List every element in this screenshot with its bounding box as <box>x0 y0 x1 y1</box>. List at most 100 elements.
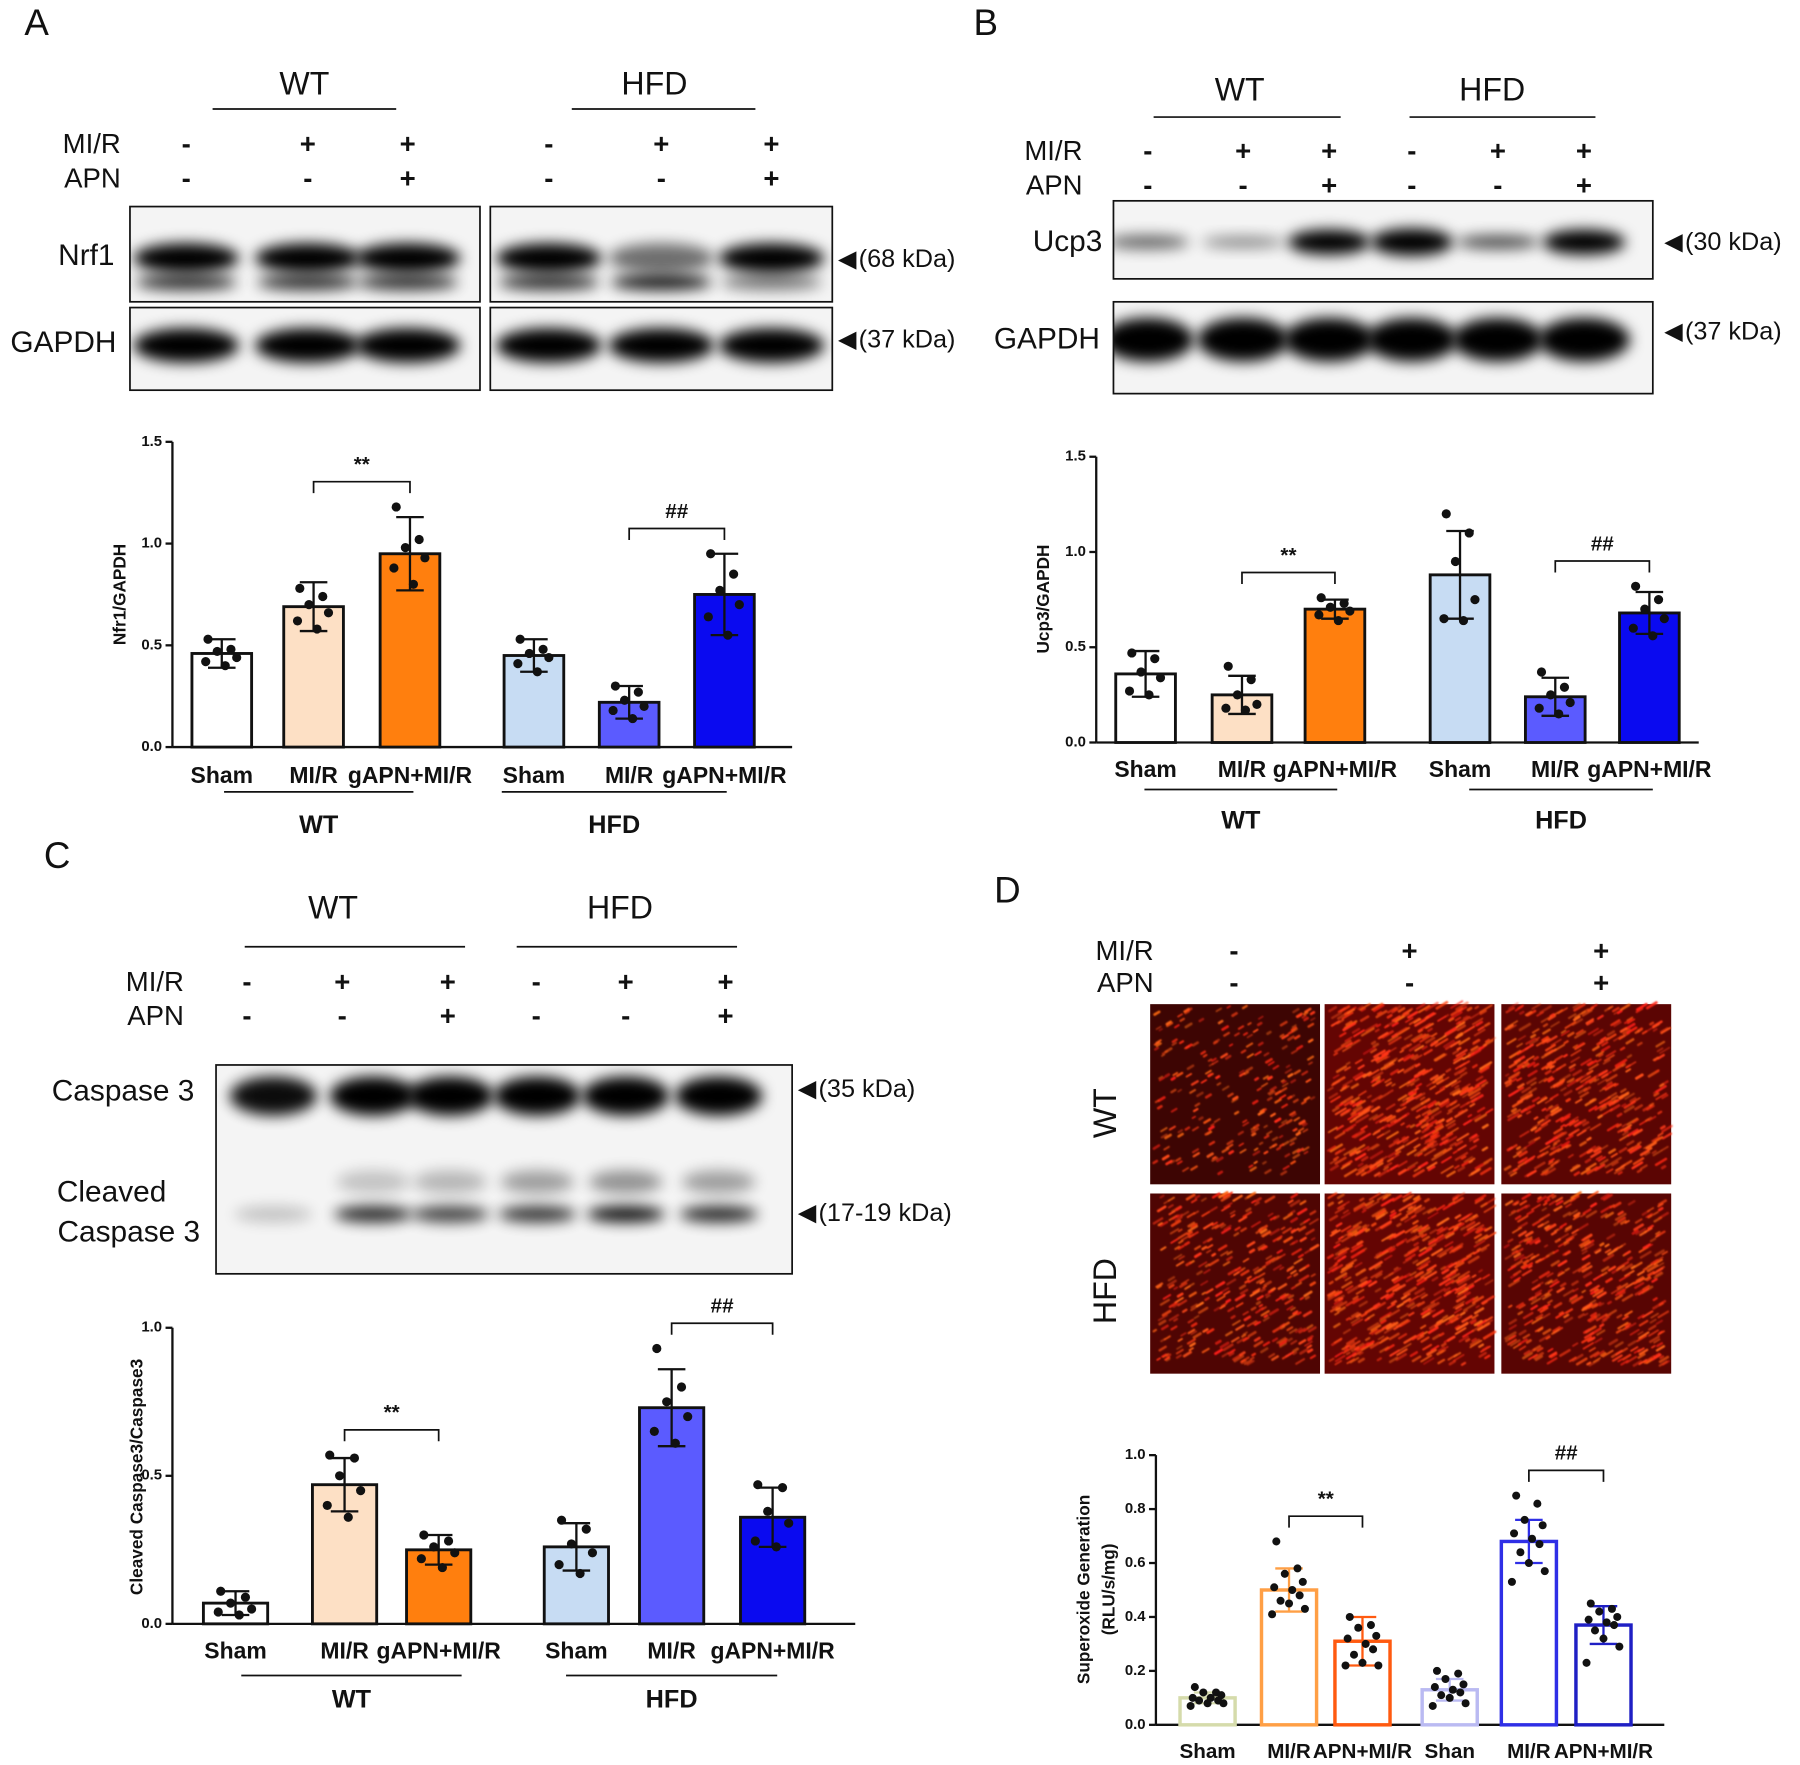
cell <box>1436 1248 1450 1258</box>
cell <box>1448 1245 1454 1250</box>
cell <box>1455 1303 1465 1310</box>
cell <box>1345 1020 1353 1026</box>
cell <box>1287 1294 1295 1300</box>
blot-band <box>1283 317 1376 362</box>
cell <box>1568 1063 1576 1069</box>
data-point <box>1648 631 1658 641</box>
data-point <box>322 1500 332 1511</box>
cell <box>1222 1191 1233 1199</box>
cell <box>1268 1308 1280 1316</box>
cell <box>1504 1254 1513 1260</box>
cell <box>1440 1165 1454 1174</box>
cell <box>1407 1137 1419 1145</box>
cell <box>1447 1103 1461 1112</box>
cell <box>1242 1336 1250 1342</box>
cell <box>1571 1228 1579 1235</box>
cell <box>1518 1230 1527 1237</box>
data-point <box>400 543 410 553</box>
cell <box>1379 1220 1392 1229</box>
cell <box>1537 1196 1542 1200</box>
treatment-sign: + <box>300 128 316 159</box>
cell <box>1287 1337 1293 1342</box>
cell <box>1293 1272 1299 1277</box>
cell <box>1478 1269 1483 1273</box>
cell <box>1177 1299 1188 1307</box>
significance-label: ## <box>1591 532 1614 555</box>
cell <box>1617 1171 1623 1176</box>
row-label: WT <box>1087 1088 1123 1138</box>
cell <box>1437 1346 1446 1353</box>
cell <box>1585 1210 1598 1219</box>
cell <box>1659 1046 1671 1055</box>
cell <box>1544 1198 1551 1203</box>
cell <box>1298 1266 1306 1272</box>
cell <box>1561 1140 1571 1148</box>
cell <box>1608 1148 1617 1155</box>
cell <box>1581 1289 1586 1294</box>
cell <box>1237 1130 1244 1136</box>
cell <box>1265 1255 1273 1260</box>
cell <box>1473 1277 1482 1283</box>
cell <box>1613 1035 1623 1042</box>
cell <box>1581 1250 1588 1255</box>
cell <box>1330 1095 1341 1103</box>
cell <box>1306 1335 1314 1341</box>
data-point <box>1582 1658 1591 1667</box>
cell <box>1519 1200 1528 1206</box>
cell <box>1518 1159 1525 1164</box>
cell <box>1335 1065 1347 1074</box>
cell <box>1243 1315 1252 1322</box>
cell <box>1517 1035 1527 1041</box>
cell <box>1396 1136 1410 1145</box>
data-point <box>729 569 739 579</box>
cell <box>1407 1091 1414 1096</box>
cell <box>1335 1124 1344 1131</box>
cell <box>1242 1121 1250 1127</box>
cell <box>1587 1190 1599 1199</box>
cell <box>1544 1292 1550 1297</box>
cell <box>1405 1253 1416 1261</box>
cell <box>1297 1127 1305 1132</box>
cell <box>1467 1087 1481 1097</box>
cell <box>1585 1281 1593 1287</box>
cell <box>1462 1054 1471 1061</box>
cell <box>1552 1326 1561 1333</box>
treatment-sign: - <box>1407 135 1416 166</box>
cell <box>1219 1341 1230 1349</box>
y-tick-label: 0.6 <box>1125 1555 1146 1571</box>
cell <box>1516 1077 1523 1082</box>
cell <box>1503 1243 1510 1249</box>
cell <box>1522 1093 1533 1101</box>
treatment-sign: + <box>440 1000 456 1031</box>
cell <box>1281 1119 1288 1124</box>
y-tick-label: 0.0 <box>1065 734 1086 750</box>
treatment-sign: + <box>1321 135 1337 166</box>
cell <box>1473 1233 1483 1240</box>
cell <box>1653 1338 1661 1344</box>
cell <box>1206 1249 1212 1254</box>
cell <box>1574 1010 1586 1019</box>
cell <box>1477 1243 1490 1253</box>
cell <box>1447 1122 1456 1130</box>
cell <box>1351 1133 1358 1138</box>
group-header: WT <box>279 66 329 102</box>
cell <box>1456 1024 1466 1032</box>
cell <box>1614 1058 1628 1068</box>
cell <box>1279 1020 1288 1027</box>
cell <box>1476 1079 1487 1087</box>
cell <box>1417 1152 1423 1157</box>
cell <box>1264 1168 1272 1175</box>
cell <box>1610 1349 1624 1359</box>
cell <box>1524 1043 1534 1051</box>
cell <box>1576 1041 1585 1049</box>
cell <box>1233 1232 1240 1237</box>
blot-bands <box>133 243 825 363</box>
cell <box>1155 1025 1162 1031</box>
blot-band <box>334 1206 413 1223</box>
cell <box>1454 1140 1464 1147</box>
x-tick-label: MI/R <box>1218 756 1267 782</box>
cell <box>1187 1318 1194 1324</box>
cell <box>1345 1336 1358 1345</box>
cell <box>1616 1123 1622 1128</box>
cell <box>1657 1262 1665 1267</box>
